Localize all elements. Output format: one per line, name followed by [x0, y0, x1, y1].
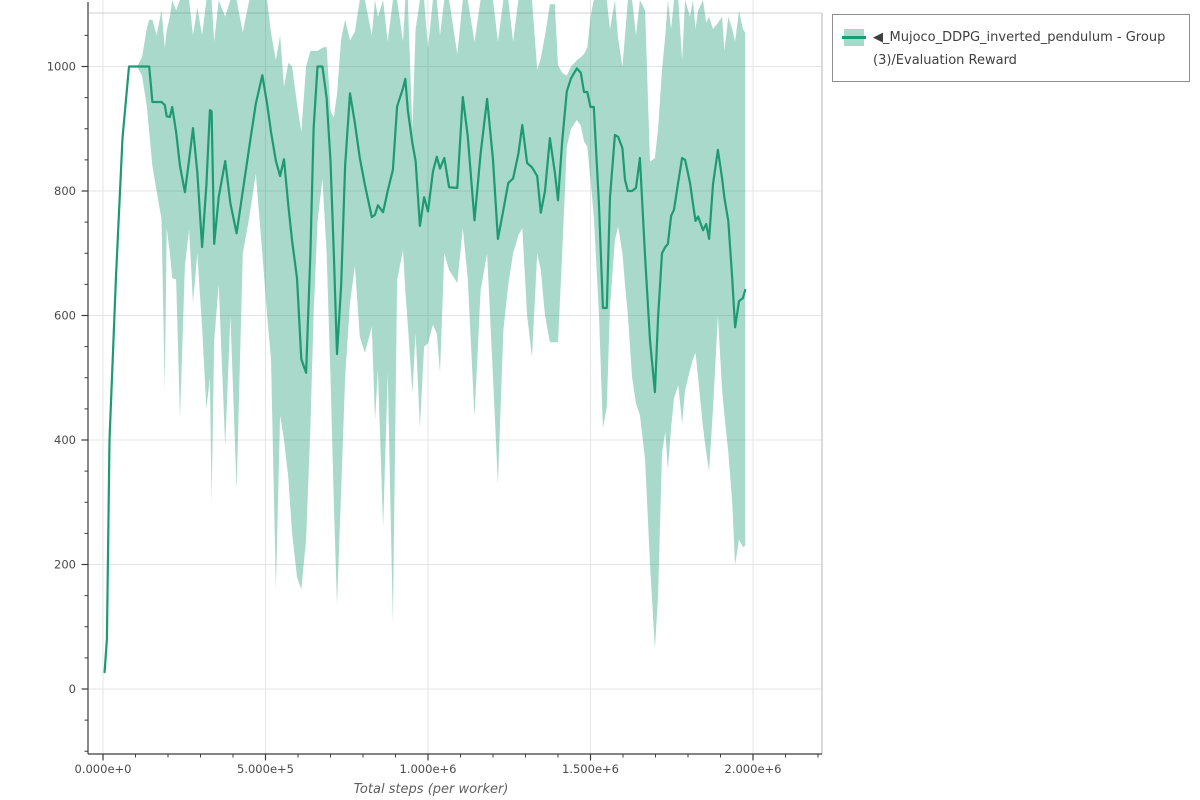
- x-tick-label: 1.000e+6: [400, 762, 457, 776]
- uncertainty-band: [137, 0, 746, 649]
- legend-line-swatch: [842, 36, 866, 39]
- y-tick-label: 0: [69, 682, 76, 696]
- y-tick-label: 800: [54, 184, 76, 198]
- x-tick-label: 0.000e+0: [75, 762, 132, 776]
- legend-label: ◀_Mujoco_DDPG_inverted_pendulum - Group(…: [873, 30, 1166, 68]
- legend[interactable]: ◀_Mujoco_DDPG_inverted_pendulum - Group(…: [832, 14, 1190, 82]
- x-tick-label: 2.000e+6: [725, 762, 782, 776]
- legend-swatch-icon: [842, 29, 866, 46]
- mean-reward-line: [103, 65, 747, 674]
- y-tick-label: 600: [54, 309, 76, 323]
- x-axis-title: Total steps (per worker): [354, 782, 509, 797]
- y-tick-label: 400: [54, 433, 76, 447]
- y-tick-label: 200: [54, 558, 76, 572]
- x-tick-label: 1.500e+6: [562, 762, 619, 776]
- y-tick-label: 1000: [47, 60, 76, 74]
- x-tick-label: 5.000e+5: [237, 762, 294, 776]
